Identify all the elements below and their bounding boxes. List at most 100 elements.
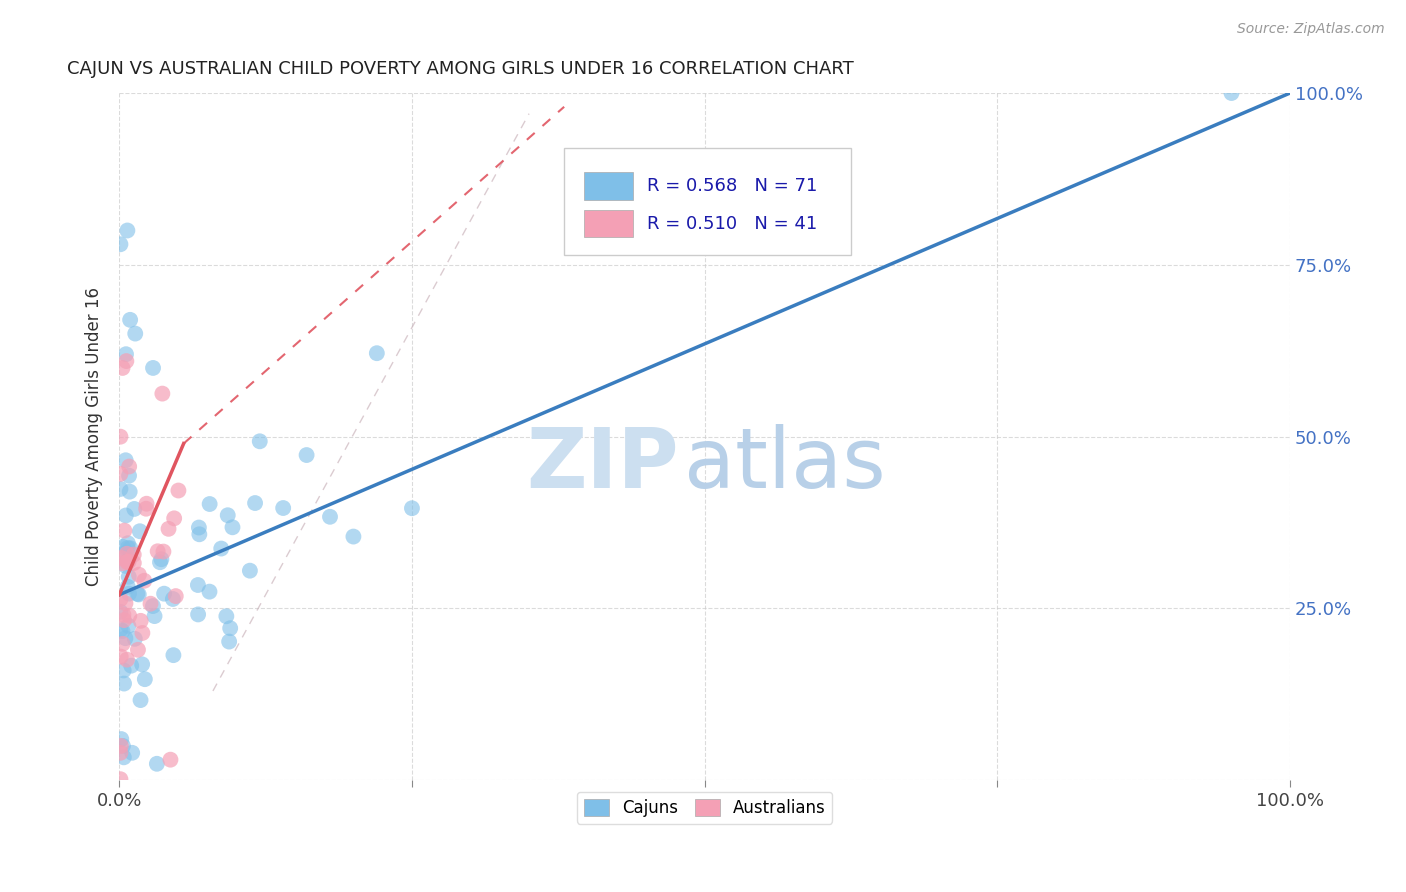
- Point: [128, 567, 150, 582]
- Point: [146, 756, 169, 771]
- Point: [134, 672, 156, 686]
- Point: [128, 587, 150, 601]
- Point: [198, 584, 221, 599]
- Point: [124, 632, 146, 646]
- Point: [134, 574, 156, 588]
- Point: [215, 609, 238, 624]
- Bar: [583, 210, 633, 237]
- Point: [110, 623, 132, 637]
- Point: [139, 597, 162, 611]
- Point: [110, 746, 132, 760]
- Point: [110, 732, 132, 747]
- Legend: Cajuns, Australians: Cajuns, Australians: [576, 792, 832, 823]
- Text: R = 0.568   N = 71: R = 0.568 N = 71: [647, 177, 818, 194]
- Point: [117, 223, 139, 237]
- Text: atlas: atlas: [683, 424, 886, 505]
- Text: Source: ZipAtlas.com: Source: ZipAtlas.com: [1237, 22, 1385, 37]
- Point: [117, 555, 139, 569]
- Point: [120, 541, 142, 556]
- Point: [117, 580, 139, 594]
- Point: [110, 551, 132, 566]
- Point: [129, 614, 152, 628]
- Point: [122, 556, 145, 570]
- Point: [112, 613, 135, 627]
- Point: [209, 541, 232, 556]
- Point: [117, 619, 139, 633]
- Point: [131, 657, 153, 672]
- Point: [111, 739, 134, 753]
- Point: [131, 626, 153, 640]
- Point: [110, 739, 132, 753]
- Point: [112, 607, 135, 622]
- Point: [129, 693, 152, 707]
- FancyBboxPatch shape: [564, 148, 851, 254]
- Point: [111, 360, 134, 375]
- Point: [143, 609, 166, 624]
- Point: [162, 648, 184, 662]
- Point: [110, 592, 132, 607]
- Point: [127, 587, 149, 601]
- Point: [111, 624, 134, 638]
- Point: [111, 540, 134, 554]
- Point: [120, 658, 142, 673]
- Point: [188, 527, 211, 541]
- Point: [117, 555, 139, 569]
- Point: [118, 608, 141, 623]
- Point: [115, 347, 138, 361]
- Point: [153, 587, 176, 601]
- Point: [342, 530, 364, 544]
- Point: [120, 313, 142, 327]
- Point: [271, 501, 294, 516]
- Point: [243, 496, 266, 510]
- Point: [217, 508, 239, 523]
- Point: [366, 346, 388, 360]
- Point: [111, 637, 134, 651]
- Point: [218, 634, 240, 648]
- Point: [114, 547, 136, 561]
- Point: [187, 607, 209, 622]
- Point: [118, 468, 141, 483]
- Text: ZIP: ZIP: [526, 424, 679, 505]
- Y-axis label: Child Poverty Among Girls Under 16: Child Poverty Among Girls Under 16: [86, 287, 103, 586]
- Point: [111, 556, 134, 570]
- Point: [117, 536, 139, 550]
- Point: [219, 621, 242, 635]
- Point: [167, 483, 190, 498]
- Point: [110, 237, 132, 252]
- Point: [114, 558, 136, 573]
- Text: CAJUN VS AUSTRALIAN CHILD POVERTY AMONG GIRLS UNDER 16 CORRELATION CHART: CAJUN VS AUSTRALIAN CHILD POVERTY AMONG …: [66, 60, 853, 78]
- Point: [157, 522, 180, 536]
- Point: [295, 448, 318, 462]
- Point: [122, 548, 145, 562]
- Point: [110, 649, 132, 664]
- Point: [110, 482, 132, 496]
- Point: [128, 524, 150, 539]
- Point: [249, 434, 271, 449]
- Point: [117, 541, 139, 555]
- Point: [150, 386, 173, 401]
- Text: R = 0.510   N = 41: R = 0.510 N = 41: [647, 215, 817, 233]
- Point: [112, 676, 135, 690]
- Point: [319, 509, 342, 524]
- Point: [121, 746, 143, 760]
- Point: [118, 484, 141, 499]
- Point: [159, 753, 181, 767]
- Point: [124, 502, 146, 516]
- Bar: [583, 172, 633, 200]
- Point: [146, 544, 169, 558]
- Point: [152, 544, 174, 558]
- Point: [187, 520, 209, 534]
- Point: [114, 508, 136, 523]
- Point: [162, 592, 184, 607]
- Point: [118, 586, 141, 600]
- Point: [112, 524, 135, 538]
- Point: [110, 430, 132, 444]
- Point: [149, 555, 172, 569]
- Point: [124, 326, 146, 341]
- Point: [127, 642, 149, 657]
- Point: [114, 453, 136, 467]
- Point: [221, 520, 243, 534]
- Point: [239, 564, 262, 578]
- Point: [110, 467, 132, 481]
- Point: [118, 554, 141, 568]
